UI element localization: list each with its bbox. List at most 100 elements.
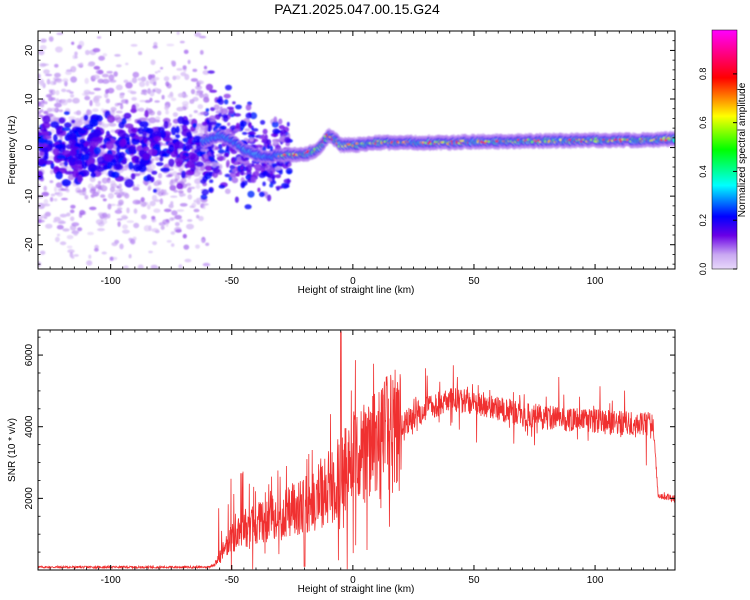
spectrogram-ytick-label-1: 10	[24, 93, 35, 105]
heatmap-cell-1558	[264, 134, 268, 141]
heatmap-cell-1250	[142, 152, 151, 161]
heatmap-cell-412	[69, 209, 75, 214]
heatmap-cell-671	[71, 222, 80, 227]
heatmap-cell-1215	[91, 141, 99, 147]
heatmap-cell-572	[38, 50, 45, 56]
snr-ytick-label-0: 2000	[24, 487, 35, 510]
heatmap-cell-837	[151, 194, 158, 202]
heatmap-cell-1602	[210, 148, 214, 155]
heatmap-cell-185	[176, 209, 185, 212]
heatmap-cell-694	[145, 80, 150, 87]
heatmap-cell-125	[84, 77, 89, 84]
heatmap-cell-13	[176, 31, 180, 35]
heatmap-cell-1697	[262, 181, 266, 187]
heatmap-cell-1343	[242, 131, 248, 135]
heatmap-cell-1680	[233, 128, 240, 132]
heatmap-cell-728	[140, 308, 143, 312]
heatmap-cell-1291	[38, 135, 43, 141]
heatmap-cell-1663	[209, 156, 215, 162]
heatmap-cell-1074	[177, 116, 185, 124]
heatmap-cell-651	[191, 202, 197, 209]
heatmap-cell-571	[169, 91, 174, 97]
heatmap-cell-1167	[55, 171, 63, 180]
heatmap-cell-1209	[77, 174, 83, 183]
heatmap-cell-1631	[278, 125, 285, 130]
heatmap-cell-1104	[61, 179, 72, 187]
heatmap-cell-474	[157, 89, 161, 95]
spectrogram-ytick-label-4: -20	[24, 237, 35, 252]
heatmap-cell-726	[70, 216, 75, 222]
heatmap-cell-253	[197, 133, 203, 137]
snr-panel: -100 -50 0 50 100 2000 4000 6000 Height of stra…	[7, 329, 676, 595]
heatmap-cell-1088	[38, 142, 47, 148]
snr-ytick-label-2: 6000	[24, 344, 35, 367]
heatmap-cell-1157	[64, 122, 72, 128]
heatmap-cell-1154	[121, 159, 127, 165]
heatmap-cell-797	[49, 180, 54, 184]
heatmap-cell-695	[87, 183, 94, 190]
heatmap-cell-850	[183, 49, 189, 54]
heatmap-cell-169	[89, 206, 97, 211]
heatmap-cell-466	[181, 101, 189, 106]
heatmap-cell-311	[193, 110, 198, 114]
heatmap-cell-809	[107, 192, 114, 199]
heatmap-cell-1305	[79, 138, 86, 144]
heatmap-cell-1491	[227, 122, 231, 126]
heatmap-cell-1274	[68, 132, 77, 142]
heatmap-cell-78	[119, 243, 124, 250]
heatmap-cell-1318	[81, 146, 88, 152]
heatmap-cell-675	[68, 116, 76, 120]
heatmap-cell-729	[56, 233, 61, 237]
heatmap-cell-263	[77, 44, 82, 50]
heatmap-cell-1065	[38, 175, 44, 180]
heatmap-cell-167	[130, 91, 137, 95]
heatmap-cell-819	[131, 77, 138, 84]
heatmap-cell-1261	[52, 147, 60, 156]
heatmap-cell-856	[182, 65, 187, 70]
heatmap-cell-1217	[141, 127, 151, 132]
heatmap-cell-1483	[228, 108, 235, 114]
heatmap-cell-250	[166, 43, 175, 47]
heatmap-cell-1319	[182, 154, 186, 160]
heatmap-cell-530	[203, 65, 208, 70]
heatmap-cell-1102	[162, 136, 173, 142]
heatmap-cell-708	[117, 221, 121, 228]
heatmap-cell-1331	[224, 173, 231, 178]
heatmap-cell-601	[163, 192, 169, 196]
heatmap-cell-629	[89, 176, 96, 183]
heatmap-cell-1290	[42, 155, 49, 160]
heatmap-cell-772	[110, 180, 116, 187]
heatmap-cell-166	[146, 204, 151, 210]
heatmap-cell-271	[93, 13, 99, 19]
heatmap-cell-1659	[201, 121, 208, 127]
heatmap-cell-1590	[254, 163, 262, 171]
heatmap-cell-1346	[213, 104, 220, 111]
heatmap-cell-545	[175, 75, 181, 80]
heatmap-cell-1183	[63, 111, 70, 115]
heatmap-cell-600	[179, 203, 188, 207]
spectrogram-ytick-label-3: -10	[24, 188, 35, 203]
snr-xtick-label-0: -100	[101, 575, 121, 586]
heatmap-cell-1462	[257, 187, 261, 193]
heatmap-cell-1138	[175, 160, 183, 168]
heatmap-cell-747	[41, 98, 45, 104]
heatmap-cell-767	[97, 180, 102, 185]
heatmap-cell-1222	[143, 137, 148, 144]
heatmap-cell-1281	[105, 141, 115, 150]
heatmap-cell-1651	[230, 149, 238, 154]
heatmap-cell-73	[54, 72, 61, 78]
heatmap-cell-186	[101, 177, 108, 184]
heatmap-cell-1479	[235, 122, 240, 129]
heatmap-cell-1169	[50, 121, 60, 128]
spectrogram-ylabel: Frequency (Hz)	[7, 116, 18, 185]
heatmap-cell-697	[60, 187, 64, 191]
heatmap-cell-871	[165, 221, 169, 228]
heatmap-cell-1204	[192, 122, 197, 129]
heatmap-cell-522	[120, 103, 124, 110]
spectrogram-ytick-label-2: 0	[24, 144, 35, 150]
heatmap-cell-25	[202, 70, 210, 75]
heatmap-cell-664	[69, 91, 74, 94]
heatmap-cell-1687	[245, 165, 252, 172]
